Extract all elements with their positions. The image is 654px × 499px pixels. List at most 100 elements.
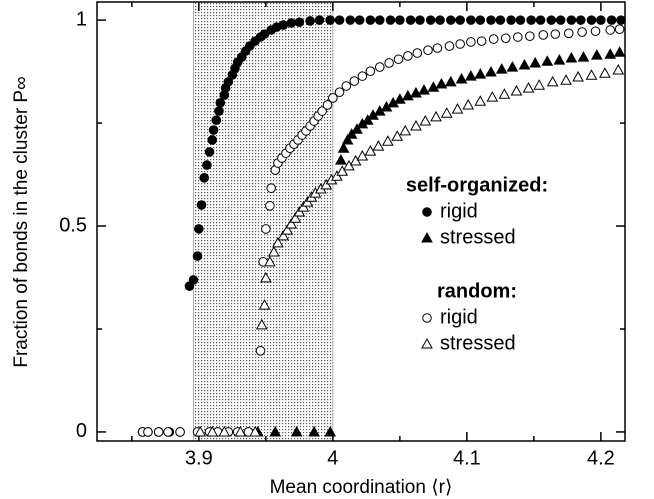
data-point [314, 15, 325, 25]
data-point [272, 236, 284, 248]
data-point [506, 15, 516, 25]
shaded-region [193, 1, 334, 442]
x-tick-label: 3.9 [185, 447, 213, 469]
data-point [324, 425, 337, 437]
data-point [585, 69, 598, 80]
data-point [605, 25, 616, 35]
data-point [506, 61, 519, 72]
data-point [214, 106, 224, 116]
data-point [515, 15, 526, 25]
data-point [325, 15, 335, 25]
data-point [281, 224, 294, 235]
data-point [538, 30, 549, 40]
data-point [510, 84, 523, 96]
data-point [529, 56, 542, 68]
data-point [486, 91, 499, 102]
data-point [258, 299, 271, 310]
legend-title: self-organized: [406, 174, 548, 196]
data-point [525, 31, 535, 41]
data-point [215, 98, 226, 108]
data-point [269, 425, 282, 437]
data-point [577, 27, 587, 37]
legend-label: rigid [440, 200, 478, 222]
data-point [261, 224, 271, 234]
data-point [255, 318, 268, 330]
data-point [474, 95, 487, 106]
data-point [495, 15, 506, 25]
data-point [546, 75, 559, 87]
data-point [290, 425, 303, 437]
data-point [351, 123, 363, 134]
data-point [305, 16, 315, 26]
data-point [462, 98, 475, 110]
data-point [381, 135, 394, 146]
data-point [546, 15, 557, 25]
data-point [399, 124, 412, 136]
data-point [440, 107, 453, 118]
data-point [278, 20, 289, 30]
data-point [423, 45, 433, 55]
data-point [308, 425, 320, 437]
data-point [249, 425, 261, 437]
data-point [143, 427, 153, 437]
data-point [606, 15, 617, 25]
data-point [341, 81, 352, 91]
data-point [328, 93, 338, 103]
data-point [199, 173, 210, 183]
data-point [194, 224, 204, 234]
data-point [163, 427, 173, 437]
data-point [430, 110, 442, 122]
data-point [365, 15, 376, 25]
data-point [391, 130, 404, 141]
data-point [202, 160, 212, 170]
data-point [374, 15, 385, 25]
data-point [577, 51, 590, 62]
data-point [604, 48, 617, 59]
data-point [432, 43, 443, 53]
legend-label: stressed [440, 332, 516, 354]
data-point [560, 74, 572, 85]
data-point [175, 427, 185, 437]
data-point [354, 15, 365, 25]
data-point [445, 15, 456, 25]
data-point [349, 76, 360, 86]
data-point [614, 24, 625, 34]
data-point [444, 75, 457, 87]
data-point [286, 18, 297, 28]
data-point [596, 15, 606, 25]
data-point [317, 106, 327, 116]
data-point [518, 58, 531, 70]
x-tick-label: 4 [327, 447, 338, 469]
x-axis-label: Mean coordination ⟨r⟩ [270, 477, 453, 498]
data-point [374, 62, 385, 72]
data-point [196, 200, 207, 210]
data-point [218, 425, 231, 437]
data-point [474, 68, 487, 79]
data-point [277, 229, 290, 241]
legend-label: rigid [440, 306, 478, 328]
data-point [405, 15, 416, 25]
data-point [372, 140, 385, 151]
data-point [384, 58, 394, 68]
data-point [533, 79, 546, 90]
data-point [335, 154, 347, 165]
data-point [435, 77, 448, 89]
data-point [410, 86, 422, 98]
data-point [255, 346, 266, 356]
data-point [526, 15, 536, 25]
data-point [451, 103, 464, 114]
legend-label: stressed [440, 226, 516, 248]
data-point [616, 15, 626, 25]
data-point [266, 183, 277, 193]
data-point [425, 15, 436, 25]
data-point [334, 87, 345, 97]
data-point [485, 65, 497, 77]
data-point [465, 70, 477, 81]
data-point [345, 15, 356, 25]
data-point [365, 66, 376, 76]
data-point [500, 33, 511, 44]
data-point [337, 142, 350, 153]
data-point [586, 15, 597, 25]
x-tick-label: 4.2 [587, 447, 615, 469]
data-point [385, 15, 396, 25]
